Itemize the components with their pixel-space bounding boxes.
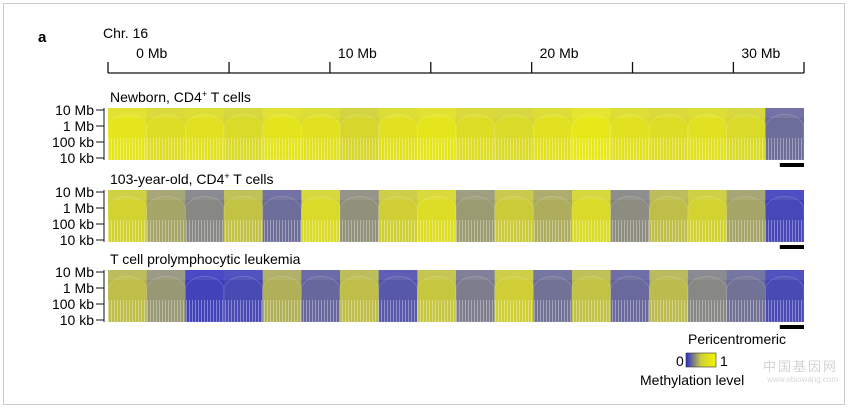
heatmap [108, 190, 804, 242]
y-tick-label: 1 Mb [63, 280, 94, 296]
heatmap-top-band [108, 270, 804, 280]
y-tick-label: 1 Mb [63, 118, 94, 134]
watermark: 中国基因网 www.ebiowang.com [718, 356, 838, 384]
figure-frame [3, 3, 845, 405]
y-tick-label: 10 kb [60, 150, 94, 166]
y-tick-label: 100 kb [52, 216, 94, 232]
watermark-line-2: www.ebiowang.com [767, 375, 838, 384]
heatmap-top-band [108, 108, 804, 118]
panel-letter: a [38, 29, 47, 46]
axis-tick-label: 10 Mb [338, 45, 377, 61]
colorbar-max-label: 1 [720, 353, 728, 369]
heatmap-texture [108, 300, 804, 322]
pericentromeric-bar [779, 245, 804, 249]
heatmap [108, 108, 804, 160]
y-tick-label: 10 Mb [55, 264, 94, 280]
y-tick-label: 10 kb [60, 232, 94, 248]
pericentromeric-label: Pericentromeric [688, 331, 786, 347]
colorbar-gradient [685, 352, 717, 368]
colorbar: 0 1 Methylation level [640, 352, 744, 388]
heatmap-texture [108, 138, 804, 160]
heatmap-top-band [108, 190, 804, 200]
heatmap-texture [108, 220, 804, 242]
chromosome-label: Chr. 16 [103, 25, 148, 41]
y-tick-label: 1 Mb [63, 200, 94, 216]
axis-tick-label: 30 Mb [741, 45, 780, 61]
colorbar-min-label: 0 [676, 353, 684, 369]
panel-title: T cell prolymphocytic leukemia [110, 251, 301, 267]
pericentromeric-bar [779, 163, 804, 167]
y-tick-label: 100 kb [52, 296, 94, 312]
y-tick-label: 10 Mb [55, 102, 94, 118]
axis-tick-label: 20 Mb [540, 45, 579, 61]
panel-title: 103-year-old, CD4+ T cells [110, 171, 274, 187]
axis-tick-label: 0 Mb [136, 45, 167, 61]
pericentromeric-bar [779, 325, 804, 329]
y-tick-label: 10 Mb [55, 184, 94, 200]
heatmap [108, 270, 804, 322]
y-tick-label: 100 kb [52, 134, 94, 150]
watermark-line-1: 中国基因网 [762, 360, 838, 375]
panel-title: Newborn, CD4+ T cells [110, 89, 251, 105]
genomic-axis: 0 Mb 10 Mb 20 Mb 30 Mb [107, 45, 805, 74]
colorbar-title: Methylation level [640, 372, 744, 388]
y-tick-label: 10 kb [60, 312, 94, 328]
